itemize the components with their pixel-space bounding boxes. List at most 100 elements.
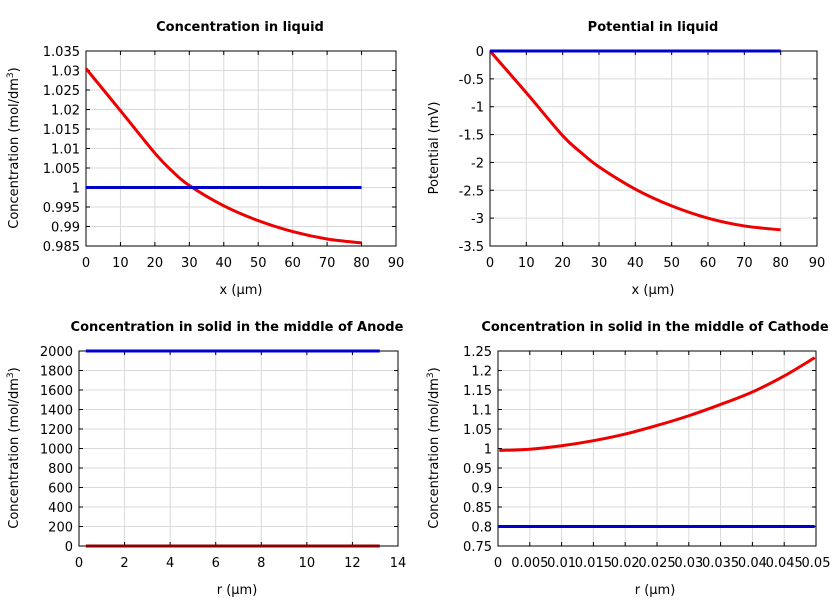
x-axis-label: x (µm) bbox=[220, 283, 263, 298]
y-tick-label: -2 bbox=[471, 156, 484, 171]
y-tick-label: 400 bbox=[48, 501, 73, 516]
series-line-1 bbox=[499, 356, 816, 452]
x-tick-label: 30 bbox=[591, 256, 608, 271]
y-tick-label: 0.985 bbox=[43, 240, 80, 255]
y-tick-label: 1 bbox=[72, 182, 80, 197]
x-tick-label: 40 bbox=[627, 256, 644, 271]
x-tick-label: 90 bbox=[388, 256, 405, 271]
y-tick-label: -1.5 bbox=[459, 129, 484, 144]
plot-frame bbox=[489, 50, 818, 247]
x-tick-label: 0.04 bbox=[738, 556, 767, 571]
x-tick-label: 0 bbox=[486, 256, 494, 271]
y-tick-label: 1.05 bbox=[463, 423, 492, 438]
x-tick-label: 0 bbox=[494, 556, 502, 571]
y-tick-label: 1800 bbox=[40, 365, 73, 380]
x-tick-label: 50 bbox=[250, 256, 267, 271]
chart-title: Concentration in solid in the middle of … bbox=[71, 320, 404, 335]
x-tick-label: 10 bbox=[299, 556, 316, 571]
series-line-1 bbox=[84, 67, 362, 245]
y-tick-label: -0.5 bbox=[459, 73, 484, 88]
x-tick-label: 0.03 bbox=[674, 556, 703, 571]
x-tick-label: 2 bbox=[120, 556, 128, 571]
y-tick-label: 1.15 bbox=[463, 384, 492, 399]
x-tick-label: 0.02 bbox=[611, 556, 640, 571]
x-tick-label: 4 bbox=[166, 556, 174, 571]
x-axis-label: x (µm) bbox=[632, 283, 675, 298]
y-tick-label: 1.005 bbox=[43, 162, 80, 177]
y-tick-label: 0.99 bbox=[51, 221, 80, 236]
x-tick-label: 10 bbox=[518, 256, 535, 271]
y-tick-label: -3 bbox=[471, 212, 484, 227]
y-tick-label: 0.95 bbox=[463, 462, 492, 477]
y-tick-label: 1.015 bbox=[43, 123, 80, 138]
x-tick-label: 10 bbox=[112, 256, 129, 271]
x-tick-label: 0.01 bbox=[547, 556, 576, 571]
y-tick-label: 0 bbox=[65, 540, 73, 555]
y-tick-label: 1200 bbox=[40, 423, 73, 438]
y-axis-label: Concentration (mol/dm3) bbox=[426, 367, 442, 529]
chart-solid-cathode: Concentration in solid in the middle of … bbox=[426, 320, 830, 598]
y-tick-label: 1600 bbox=[40, 384, 73, 399]
x-tick-label: 60 bbox=[284, 256, 301, 271]
x-tick-label: 14 bbox=[390, 556, 407, 571]
y-tick-label: 0.995 bbox=[43, 201, 80, 216]
y-tick-label: -3.5 bbox=[459, 240, 484, 255]
y-tick-label: 1.025 bbox=[43, 84, 80, 99]
x-tick-label: 50 bbox=[663, 256, 680, 271]
y-tick-label: 200 bbox=[48, 521, 73, 536]
y-tick-label: 1.1 bbox=[471, 404, 492, 419]
x-tick-label: 0.05 bbox=[802, 556, 831, 571]
chart-solid-anode: Concentration in solid in the middle of … bbox=[6, 320, 406, 598]
y-tick-label: 0.75 bbox=[463, 540, 492, 555]
x-tick-label: 0.015 bbox=[575, 556, 612, 571]
x-tick-label: 0.005 bbox=[511, 556, 548, 571]
chart-potential-in-liquid: Potential in liquid 0 10 20 30 40 50 60 70 80 90 0… bbox=[427, 20, 825, 298]
y-tick-label: 2000 bbox=[40, 345, 73, 360]
x-tick-label: 0 bbox=[82, 256, 90, 271]
x-tick-label: 40 bbox=[216, 256, 233, 271]
chart-title: Concentration in liquid bbox=[156, 20, 324, 35]
x-tick-label: 80 bbox=[353, 256, 370, 271]
x-tick-label: 20 bbox=[554, 256, 571, 271]
y-tick-label: -2.5 bbox=[459, 184, 484, 199]
y-tick-label: 0 bbox=[476, 45, 484, 60]
chart-title: Potential in liquid bbox=[588, 20, 719, 35]
x-tick-label: 0.025 bbox=[638, 556, 675, 571]
y-tick-label: 1400 bbox=[40, 404, 73, 419]
chart-title: Concentration in solid in the middle of … bbox=[481, 320, 829, 335]
y-tick-label: 1000 bbox=[40, 443, 73, 458]
x-tick-label: 0.035 bbox=[702, 556, 739, 571]
y-tick-label: 1 bbox=[484, 443, 492, 458]
x-tick-label: 70 bbox=[319, 256, 336, 271]
x-tick-label: 20 bbox=[147, 256, 164, 271]
y-tick-label: 1.03 bbox=[51, 65, 80, 80]
y-axis-label: Potential (mV) bbox=[427, 102, 442, 195]
y-tick-label: 1.02 bbox=[51, 104, 80, 119]
y-tick-label: 1.035 bbox=[43, 45, 80, 60]
x-tick-label: 0.045 bbox=[766, 556, 803, 571]
x-axis-label: r (µm) bbox=[635, 583, 676, 598]
x-tick-label: 0 bbox=[75, 556, 83, 571]
y-tick-label: 1.25 bbox=[463, 345, 492, 360]
y-axis-label: Concentration (mol/dm3) bbox=[6, 367, 22, 529]
x-tick-label: 8 bbox=[257, 556, 265, 571]
x-axis-label: r (µm) bbox=[217, 583, 258, 598]
y-tick-label: 1.2 bbox=[471, 365, 492, 380]
y-tick-label: 0.9 bbox=[471, 482, 492, 497]
y-tick-label: 600 bbox=[48, 482, 73, 497]
x-tick-label: 80 bbox=[772, 256, 789, 271]
x-tick-label: 30 bbox=[181, 256, 198, 271]
chart-concentration-in-liquid: Concentration in liquid 0 10 20 30 40 50 60 70 8… bbox=[6, 20, 404, 298]
y-tick-label: 800 bbox=[48, 462, 73, 477]
x-tick-label: 90 bbox=[809, 256, 826, 271]
y-axis-label: Concentration (mol/dm3) bbox=[6, 67, 22, 229]
y-tick-label: 1.01 bbox=[51, 143, 80, 158]
x-tick-label: 60 bbox=[700, 256, 717, 271]
x-tick-label: 6 bbox=[212, 556, 220, 571]
x-tick-label: 12 bbox=[344, 556, 361, 571]
x-tick-label: 70 bbox=[736, 256, 753, 271]
y-tick-label: 0.8 bbox=[471, 521, 492, 536]
y-tick-label: 0.85 bbox=[463, 501, 492, 516]
series-line-1 bbox=[488, 50, 781, 232]
